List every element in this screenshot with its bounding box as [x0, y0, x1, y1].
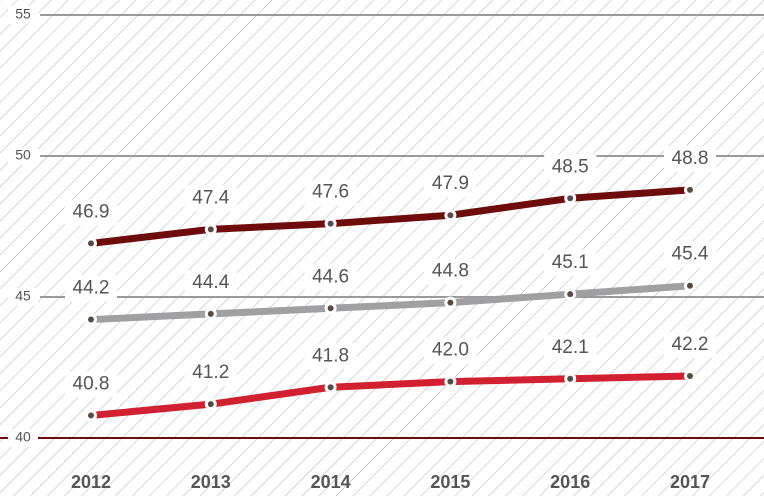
data-label: 44.8	[432, 261, 469, 282]
point-center	[207, 310, 214, 317]
data-label: 45.4	[672, 244, 709, 265]
data-label-bg	[544, 334, 597, 361]
data-label-bg	[65, 275, 117, 302]
point-center	[447, 212, 454, 219]
y-tick-label: 50	[15, 147, 31, 163]
point-center	[687, 372, 693, 379]
tick-label-bg	[8, 288, 38, 306]
series-line	[90, 186, 691, 247]
data-label: 48.8	[672, 148, 709, 169]
x-tick-label: 2015	[430, 472, 470, 492]
point-center	[88, 240, 94, 247]
data-label-bg	[424, 171, 477, 198]
y-tick-label: 45	[15, 288, 31, 304]
data-label: 42.2	[672, 334, 709, 355]
data-label-bg	[544, 154, 597, 181]
data-label: 41.8	[312, 345, 349, 366]
x-tick-label: 2017	[670, 472, 710, 492]
x-tick-label: 2016	[550, 472, 590, 492]
data-label-bg	[424, 258, 477, 285]
point-center	[567, 291, 574, 298]
data-label: 47.9	[432, 173, 469, 194]
x-tick-label: 2012	[71, 472, 111, 492]
tick-label-bg	[8, 147, 38, 165]
data-label-bg	[664, 241, 716, 268]
tick-label-bg	[8, 6, 38, 24]
point-center	[88, 316, 94, 323]
data-label: 44.4	[192, 272, 229, 293]
data-label-bg	[304, 343, 357, 370]
data-label-bg	[544, 250, 597, 277]
data-label: 41.2	[192, 362, 229, 383]
data-label-bg	[304, 264, 357, 291]
data-label-bg	[184, 360, 237, 387]
data-label: 47.4	[192, 187, 229, 208]
point-center	[88, 412, 94, 419]
point-center	[687, 282, 693, 289]
data-label-bg	[65, 199, 117, 226]
data-label: 44.2	[73, 278, 110, 299]
data-label-bg	[65, 371, 117, 398]
x-tick-label: 2014	[311, 472, 351, 492]
data-label-bg	[664, 145, 716, 172]
data-label: 46.9	[73, 201, 110, 222]
point-center	[447, 299, 454, 306]
data-label: 40.8	[73, 373, 110, 394]
point-center	[327, 220, 334, 227]
data-label: 44.6	[312, 266, 349, 287]
point-center	[567, 195, 574, 202]
data-label-bg	[304, 179, 357, 206]
data-label: 47.6	[312, 182, 349, 203]
point-center	[687, 186, 693, 193]
point-center	[567, 375, 574, 382]
data-label: 48.5	[552, 156, 589, 177]
x-tick-label: 2013	[191, 472, 231, 492]
data-label: 42.0	[432, 340, 469, 361]
point-center	[207, 401, 214, 408]
data-label: 42.1	[552, 337, 589, 358]
point-center	[327, 305, 334, 312]
series-line	[90, 372, 691, 419]
tick-label-bg	[8, 429, 38, 447]
point-center	[447, 378, 454, 385]
data-label-bg	[664, 331, 716, 358]
data-label-bg	[424, 337, 477, 364]
data-label: 45.1	[552, 252, 589, 273]
y-tick-label: 55	[15, 6, 31, 22]
data-label-bg	[184, 269, 237, 296]
y-tick-label: 40	[15, 429, 31, 445]
point-center	[327, 384, 334, 391]
data-label-bg	[184, 185, 237, 212]
series-line	[90, 282, 691, 324]
point-center	[207, 226, 214, 233]
